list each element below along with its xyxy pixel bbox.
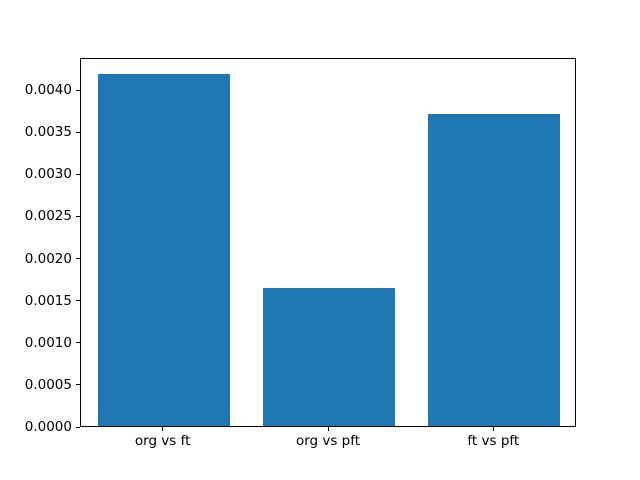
- bar-org-vs-ft: [97, 73, 230, 426]
- bar-org-vs-pft: [262, 287, 396, 426]
- x-tick-mark: [162, 427, 164, 431]
- y-tick-label: 0.0015: [24, 292, 72, 309]
- y-tick-label: 0.0000: [24, 419, 72, 435]
- y-tick-label: 0.0005: [24, 376, 72, 393]
- plot-area: [80, 58, 576, 427]
- x-tick-label: org vs pft: [295, 433, 361, 449]
- y-tick-label: 0.0010: [24, 334, 72, 351]
- x-tick-mark: [492, 427, 494, 431]
- x-tick-mark: [327, 427, 329, 431]
- y-tick-label: 0.0040: [24, 82, 72, 98]
- y-tick-label: 0.0035: [24, 124, 72, 141]
- x-tick-label: org vs ft: [134, 433, 191, 449]
- y-tick-label: 0.0020: [24, 250, 72, 267]
- y-tick-label: 0.0030: [24, 166, 72, 183]
- y-tick-label: 0.0025: [24, 208, 72, 225]
- x-tick-label: ft vs pft: [467, 433, 520, 449]
- bar-ft-vs-pft: [428, 114, 561, 426]
